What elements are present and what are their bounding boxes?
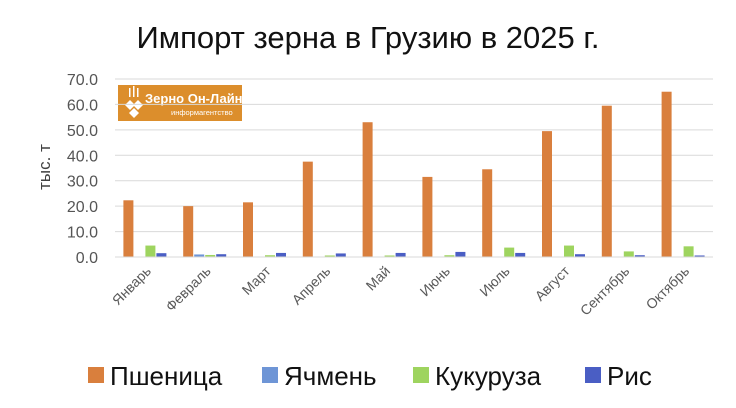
y-axis-label: тыс. т [35, 144, 54, 190]
bar [123, 200, 134, 257]
legend: Пшеница Ячмень Кукуруза Рис [88, 361, 652, 391]
legend-swatch [585, 367, 601, 383]
logo: Зерно Он-Лайн информагентство [118, 85, 243, 121]
bar [183, 206, 194, 257]
bar [575, 254, 585, 257]
bar [276, 252, 286, 257]
legend-swatch [88, 367, 104, 383]
bar [564, 245, 574, 257]
x-tick-label: Октябрь [643, 263, 693, 313]
y-tick-label: 30.0 [67, 174, 98, 191]
bar [265, 255, 275, 257]
x-axis-ticks: Январь Февраль Март Апрель Май Июнь Июль Август… [109, 262, 692, 318]
y-tick-label: 60.0 [67, 97, 98, 114]
bar [504, 247, 515, 257]
bar [145, 245, 156, 257]
x-tick-label: Июнь [417, 263, 453, 299]
x-tick-label: Февраль [162, 263, 214, 315]
x-tick-label: Март [239, 262, 274, 297]
chart-title: Импорт зерна в Грузию в 2025 г. [136, 20, 599, 55]
bar [623, 251, 634, 257]
bar [515, 252, 526, 257]
legend-swatch [262, 367, 278, 383]
legend-swatch [413, 367, 429, 383]
logo-subtitle: информагентство [171, 108, 233, 117]
bar [243, 202, 253, 257]
bar [542, 131, 552, 257]
wheat-icon [125, 86, 143, 118]
logo-title: Зерно Он-Лайн [145, 91, 243, 106]
y-tick-label: 40.0 [67, 148, 98, 165]
y-tick-label: 0.0 [76, 250, 98, 267]
y-tick-label: 10.0 [67, 225, 98, 242]
y-axis-ticks: 0.0 10.0 20.0 30.0 40.0 50.0 60.0 70.0 [67, 72, 98, 267]
y-tick-label: 50.0 [67, 123, 98, 140]
bar [455, 251, 466, 257]
x-tick-label: Сентябрь [577, 263, 633, 319]
bars [123, 91, 705, 257]
bar [683, 246, 694, 257]
bar [194, 254, 205, 257]
x-tick-label: Август [532, 262, 574, 304]
bar [335, 253, 346, 257]
bar [694, 255, 705, 257]
bar [422, 176, 433, 257]
y-tick-label: 70.0 [67, 72, 98, 89]
bar [395, 252, 406, 257]
bar [444, 255, 455, 257]
bar [302, 161, 313, 257]
legend-label: Ячмень [284, 361, 377, 391]
bar [362, 122, 373, 257]
legend-label: Кукуруза [435, 361, 542, 391]
x-tick-label: Январь [109, 263, 154, 308]
bar [205, 254, 216, 257]
bar [156, 253, 167, 257]
bar [482, 169, 493, 257]
gridlines [115, 78, 713, 233]
bar [324, 255, 335, 257]
x-tick-label: Июль [476, 263, 513, 300]
x-tick-label: Май [363, 263, 394, 294]
bar [384, 255, 395, 257]
x-tick-label: Апрель [289, 263, 334, 308]
y-tick-label: 20.0 [67, 199, 98, 216]
bar [634, 255, 645, 257]
legend-label: Пшеница [110, 361, 223, 391]
bar [216, 254, 227, 257]
bar [601, 105, 612, 257]
bar [661, 91, 672, 257]
legend-label: Рис [607, 361, 652, 391]
